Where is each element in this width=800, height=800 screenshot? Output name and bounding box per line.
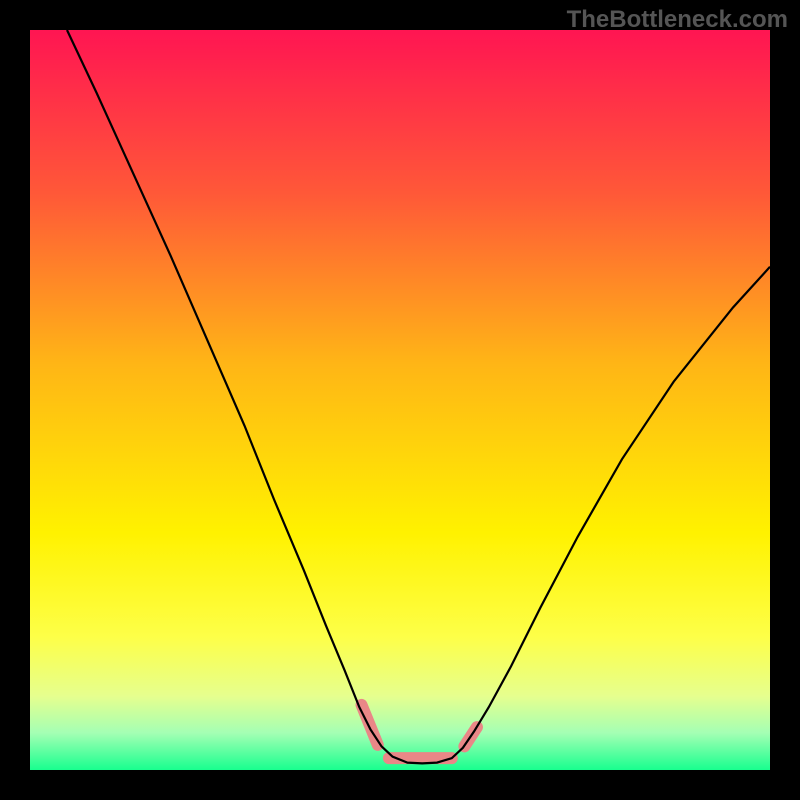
chart-background <box>30 30 770 770</box>
bottleneck-chart <box>30 30 770 770</box>
chart-frame: TheBottleneck.com <box>0 0 800 800</box>
